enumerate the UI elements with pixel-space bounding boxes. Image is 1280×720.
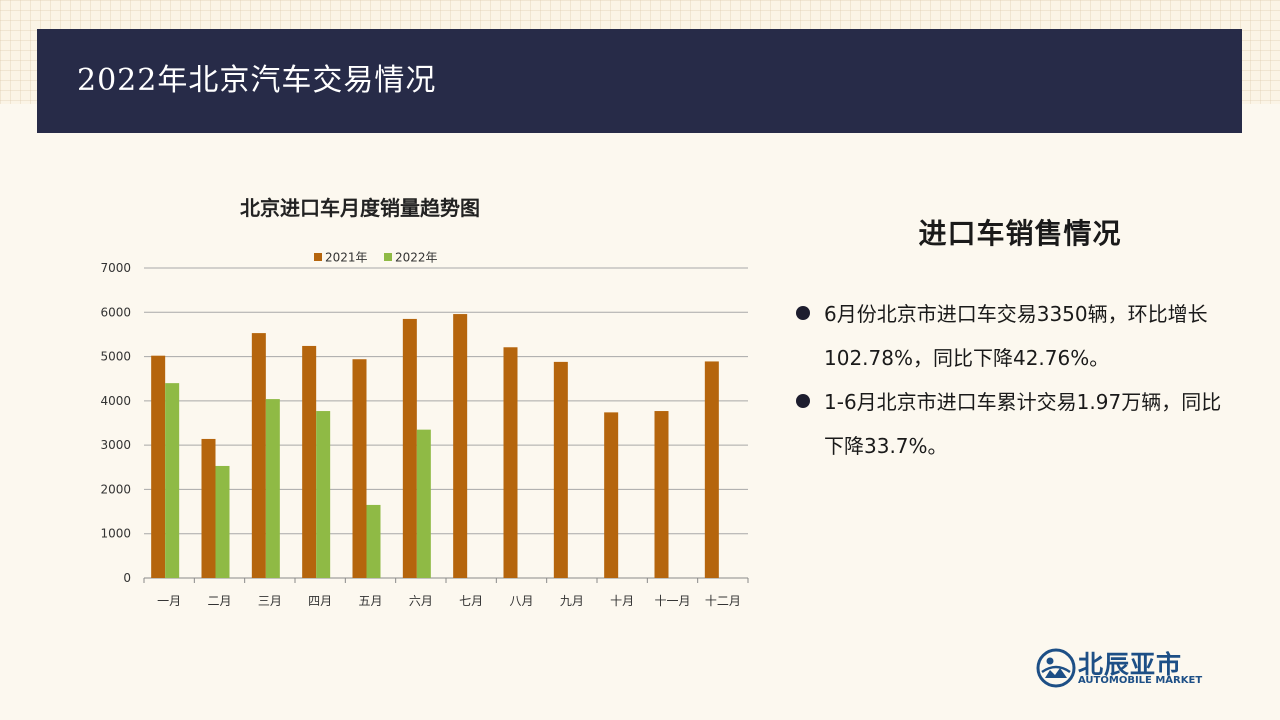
- bullet-dot-icon: [796, 394, 810, 408]
- y-tick-label: 7000: [100, 261, 131, 275]
- bar-series-1: [201, 438, 216, 578]
- y-tick-label: 0: [123, 571, 131, 585]
- bar-series-1: [352, 359, 367, 578]
- y-tick-label: 2000: [100, 482, 131, 496]
- x-tick-label: 四月: [308, 594, 332, 608]
- bar-series-1: [654, 411, 669, 578]
- bar-series-1: [251, 333, 266, 578]
- bar-series-1: [553, 361, 568, 578]
- x-tick-label: 十月: [610, 594, 634, 608]
- y-tick-label: 6000: [100, 305, 131, 319]
- chart-title: 北京进口车月度销量趋势图: [240, 196, 480, 220]
- bar-series-2: [416, 429, 431, 578]
- bar-series-1: [704, 361, 719, 578]
- bar-series-2: [265, 399, 280, 578]
- y-tick-label: 4000: [100, 394, 131, 408]
- x-tick-label: 五月: [358, 594, 382, 608]
- legend-label: 2022年: [395, 251, 438, 265]
- summary-bullet-text: 1-6月北京市进口车累计交易1.97万辆，同比下降33.7%。: [824, 390, 1222, 458]
- bar-chart: 0 1000 2000 3000 4000 5000 6000 7000 一月 二月 三月 四月 五月 六…: [100, 251, 749, 608]
- legend-swatch: [384, 253, 392, 261]
- x-tick-label: 九月: [560, 594, 584, 608]
- summary-bullet-text: 6月份北京市进口车交易3350辆，环比增长102.78%，同比下降42.76%。: [824, 302, 1208, 370]
- x-tick-label: 七月: [459, 594, 483, 608]
- logo-globe-icon: [1036, 648, 1076, 688]
- y-tick-label: 3000: [100, 438, 131, 452]
- summary-bullet: 1-6月北京市进口车累计交易1.97万辆，同比下降33.7%。: [790, 380, 1230, 468]
- summary-list: 6月份北京市进口车交易3350辆，环比增长102.78%，同比下降42.76%。…: [790, 292, 1230, 468]
- bar-series-1: [402, 318, 417, 578]
- y-tick-label: 5000: [100, 350, 131, 364]
- bar-series-2: [165, 383, 180, 578]
- bar-series-1: [302, 345, 317, 578]
- legend-swatch: [314, 253, 322, 261]
- summary-heading: 进口车销售情况: [918, 217, 1122, 250]
- bar-series-1: [604, 412, 619, 578]
- title-banner: 2022年北京汽车交易情况: [37, 29, 1242, 133]
- x-tick-label: 三月: [258, 594, 282, 608]
- logo-name-en: AUTOMOBILE MARKET: [1078, 675, 1203, 686]
- x-tick-label: 六月: [409, 594, 433, 608]
- x-tick-label: 二月: [207, 594, 231, 608]
- x-tick-label: 十二月: [705, 594, 741, 608]
- bar-series-2: [316, 411, 331, 578]
- bar-series-1: [151, 355, 166, 578]
- x-tick-label: 十一月: [654, 594, 690, 608]
- bar-series-1: [453, 314, 468, 578]
- bullet-dot-icon: [796, 306, 810, 320]
- bar-series-1: [503, 347, 518, 578]
- bar-series-2: [215, 465, 230, 578]
- logo-name-cn: 北辰亚市: [1078, 650, 1183, 679]
- bar-series-2: [366, 504, 381, 578]
- x-tick-label: 八月: [509, 594, 533, 608]
- brand-logo: 北辰亚市 AUTOMOBILE MARKET: [1036, 645, 1216, 693]
- page-title: 2022年北京汽车交易情况: [77, 63, 437, 98]
- summary-bullet: 6月份北京市进口车交易3350辆，环比增长102.78%，同比下降42.76%。: [790, 292, 1230, 380]
- x-tick-label: 一月: [157, 594, 181, 608]
- y-tick-label: 1000: [100, 527, 131, 541]
- legend-label: 2021年: [325, 251, 368, 265]
